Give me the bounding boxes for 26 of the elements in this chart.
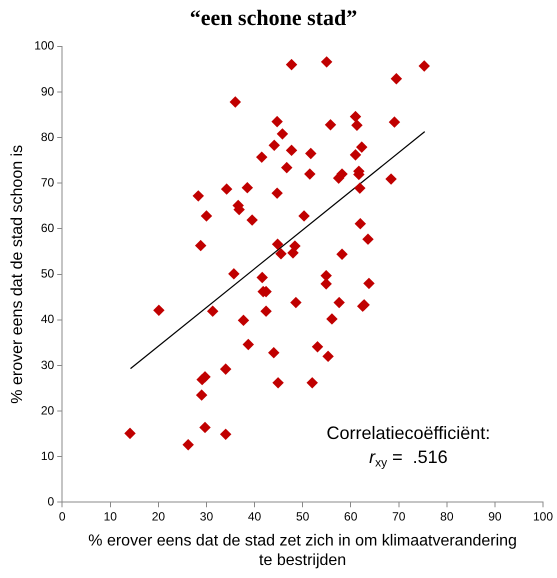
- y-tick-label: 30: [40, 358, 55, 372]
- x-tick-label: 60: [344, 510, 358, 524]
- y-tick-label: 70: [40, 175, 55, 190]
- annotation: Correlatiecoëfficiënt:: [326, 422, 490, 443]
- chart-title: “een schone stad”: [190, 4, 358, 30]
- y-tick-label: 100: [34, 38, 55, 53]
- x-tick-label: 40: [248, 510, 262, 524]
- y-tick-label: 20: [40, 403, 55, 418]
- x-tick-label: 0: [58, 510, 66, 524]
- x-tick-label: 30: [200, 510, 214, 524]
- x-tick-label: 80: [440, 510, 454, 524]
- y-axis-title: % erover eens dat de stad schoon is: [9, 144, 26, 404]
- x-tick-label: 90: [488, 510, 502, 524]
- y-tick-label: 0: [48, 494, 55, 509]
- y-tick-label: 60: [40, 221, 55, 236]
- x-axis-title: % erover eens dat de stad zet zich in om klimaatverandering te bestrijden: [88, 532, 517, 569]
- y-tick-label: 40: [40, 312, 55, 326]
- x-tick-label: 100: [532, 510, 554, 524]
- y-tick-label: 50: [40, 266, 55, 281]
- x-tick-label: 50: [296, 510, 310, 524]
- x-tick-label: 20: [152, 510, 166, 524]
- y-tick-label: 80: [40, 130, 55, 144]
- x-tick-label: 70: [392, 510, 406, 524]
- y-tick-label: 10: [40, 448, 55, 463]
- x-tick-label: 10: [104, 510, 118, 524]
- y-tick-label: 90: [40, 84, 55, 98]
